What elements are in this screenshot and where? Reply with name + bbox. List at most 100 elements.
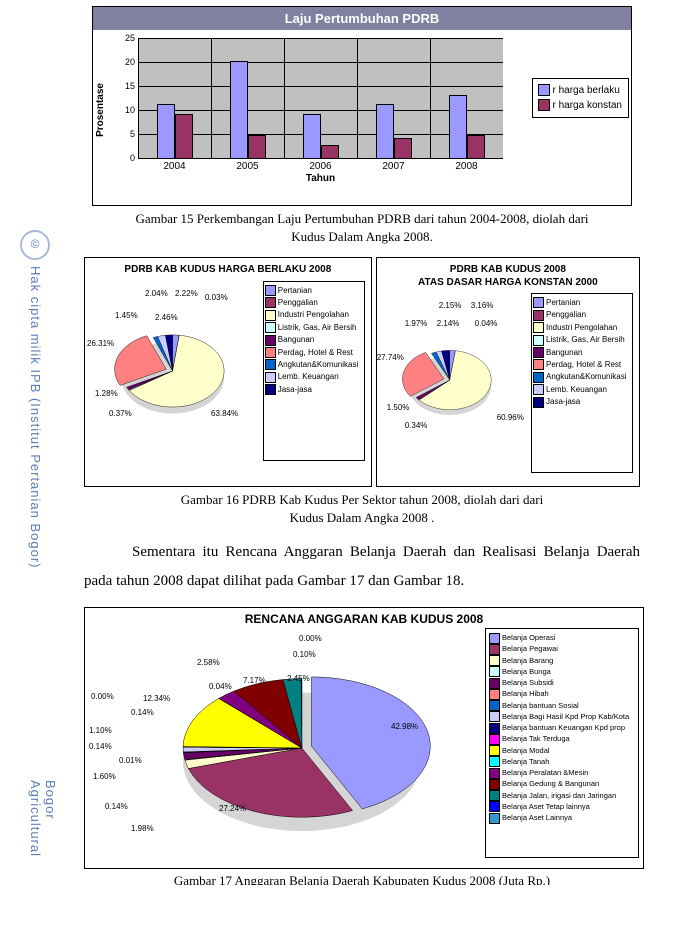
pie-slice-label: 26.31% — [87, 339, 114, 348]
legend-item: Listrik, Gas, Air Bersih — [266, 322, 362, 334]
bar-chart-legend: r harga berlakur harga konstan — [532, 78, 630, 118]
pie-chart-anggaran-2008: RENCANA ANGGARAN KAB KUDUS 2008 0.00% 0.1… — [84, 607, 644, 869]
legend-item: Industri Pengolahan — [266, 309, 362, 321]
legend-item: Belanja Pegawai — [490, 643, 634, 654]
pie-slice-label: 1.28% — [95, 389, 118, 398]
legend-item: Perdag, Hotel & Rest — [534, 359, 630, 371]
pie-right-canvas: 2.15%3.16%1.97%2.14%0.04%27.74%1.50%0.34… — [383, 293, 531, 473]
legend-item: Bangunan — [534, 347, 630, 359]
pie-slice-label: 1.50% — [387, 403, 410, 412]
bar-legend-item: r harga berlaku — [539, 83, 623, 98]
legend-item: Belanja Aset Tetap lainnya — [490, 801, 634, 812]
legend-item: Jasa-jasa — [534, 396, 630, 408]
legend-item: Belanja Subsidi — [490, 677, 634, 688]
pie-left-title: PDRB KAB KUDUS HARGA BERLAKU 2008 — [91, 264, 365, 277]
copyright-icon: © — [20, 230, 50, 260]
legend-item: Perdag, Hotel & Rest — [266, 347, 362, 359]
legend-item: Belanja Tanah — [490, 756, 634, 767]
bar-chart-xaxis: 20042005200620072008 — [138, 159, 503, 172]
legend-item: Belanja Barang — [490, 655, 634, 666]
bar-chart-ytick: 10 — [119, 105, 135, 115]
pie-right-legend: PertanianPenggalianIndustri PengolahanLi… — [531, 293, 633, 473]
bar-group — [139, 38, 212, 158]
bar — [322, 146, 338, 158]
legend-item: Pertanian — [534, 297, 630, 309]
bar — [176, 115, 192, 158]
legend-item: Jasa-jasa — [266, 384, 362, 396]
legend-item: Belanja Bunga — [490, 666, 634, 677]
legend-item: Angkutan&Komunikasi — [266, 359, 362, 371]
bar-group — [285, 38, 358, 158]
legend-item: Bangunan — [266, 334, 362, 346]
pie-slice-label: 0.01% — [119, 756, 142, 765]
pie-slice-label: 2.04% — [145, 289, 168, 298]
pie-right-title: PDRB KAB KUDUS 2008 ATAS DASAR HARGA KON… — [383, 264, 633, 289]
legend-item: Belanja Hibah — [490, 688, 634, 699]
bar-chart-ytick: 25 — [119, 33, 135, 43]
bar-chart-xtick: 2006 — [284, 159, 357, 172]
bar-chart-ytick: 15 — [119, 81, 135, 91]
legend-item: Angkutan&Komunikasi — [534, 371, 630, 383]
legend-item: Lemb. Keuangan — [534, 384, 630, 396]
pie-slice-label: 0.10% — [293, 650, 316, 659]
watermark-text-2: Bogor Agricultural — [28, 780, 58, 891]
pie-left-canvas: 2.04%2.22%0.03%1.45%2.46%26.31%1.28%0.37… — [91, 281, 263, 461]
legend-item: Lemb. Keuangan — [266, 371, 362, 383]
pie-slice-label: 2.22% — [175, 289, 198, 298]
legend-item: Belanja Peralatan &Mesin — [490, 767, 634, 778]
legend-item: Listrik, Gas, Air Bersih — [534, 334, 630, 346]
bar — [249, 136, 265, 158]
pie-slice-label: 2.45% — [287, 674, 310, 683]
bar-chart-ylabel: Prosentase — [93, 83, 108, 137]
pie-slice-label: 1.10% — [89, 726, 112, 735]
bar-group — [212, 38, 285, 158]
bar-group — [431, 38, 503, 158]
bar-chart-ytick: 0 — [119, 153, 135, 163]
caption-fig-17: Gambar 17 Anggaran Belanja Daerah Kabupa… — [84, 873, 640, 885]
body-paragraph: Sementara itu Rencana Anggaran Belanja D… — [84, 538, 640, 595]
big-pie-canvas: 0.00%0.10%2.58%7.17%2.45%0.04%12.34%0.00… — [89, 628, 485, 858]
legend-item: Belanja Operasi — [490, 632, 634, 643]
caption-fig-16-line1: Gambar 16 PDRB Kab Kudus Per Sektor tahu… — [181, 492, 544, 507]
legend-item: Pertanian — [266, 285, 362, 297]
bar — [450, 96, 466, 158]
pie-chart-berlaku-2008: PDRB KAB KUDUS HARGA BERLAKU 2008 2.04% 2… — [84, 257, 372, 487]
legend-item: Penggalian — [534, 309, 630, 321]
big-pie-title: RENCANA ANGGARAN KAB KUDUS 2008 — [89, 612, 639, 626]
pie-slice-label: 1.97% — [405, 319, 428, 328]
legend-item: Belanja Bagi Hasil Kpd Prop Kab/Kota — [490, 711, 634, 722]
pie-slice-label: 0.03% — [205, 293, 228, 302]
caption-fig-16-line2: Kudus Dalam Angka 2008 . — [290, 510, 435, 525]
big-pie-legend: Belanja OperasiBelanja PegawaiBelanja Ba… — [485, 628, 639, 858]
legend-item: Industri Pengolahan — [534, 322, 630, 334]
caption-fig-15-line1: Gambar 15 Perkembangan Laju Pertumbuhan … — [135, 211, 588, 226]
pie-slice-label: 42.98% — [391, 722, 418, 731]
pie-slice-label: 63.84% — [211, 409, 238, 418]
bar-chart-ytick: 20 — [119, 57, 135, 67]
legend-item: Belanja Gedung & Bangunan — [490, 778, 634, 789]
bar-chart-laju-pdrb: Laju Pertumbuhan PDRB Prosentase 0 5 10 15 2… — [92, 6, 632, 206]
pie-slice-label: 0.04% — [475, 319, 498, 328]
bar-chart-title: Laju Pertumbuhan PDRB — [93, 7, 631, 30]
pie-slice-label: 2.46% — [155, 313, 178, 322]
bar-chart-xtick: 2005 — [211, 159, 284, 172]
bar — [304, 115, 320, 158]
bar-group — [358, 38, 431, 158]
bar-chart-xlabel: Tahun — [138, 172, 503, 184]
pie-slice-label: 3.16% — [471, 301, 494, 310]
legend-item: Belanja Modal — [490, 745, 634, 756]
pie-slice-label: 0.14% — [89, 742, 112, 751]
pie-slice-label: 27.24% — [219, 804, 246, 813]
pie-slice-label: 1.98% — [131, 824, 154, 833]
pie-slice-label: 60.96% — [497, 413, 524, 422]
bar — [158, 105, 174, 158]
pie-slice-label: 0.34% — [405, 421, 428, 430]
pie-slice-label: 7.17% — [243, 676, 266, 685]
legend-item: Belanja Tak Terduga — [490, 733, 634, 744]
legend-item: Belanja Aset Lainnya — [490, 812, 634, 823]
legend-item: Belanja bantuan Sosial — [490, 700, 634, 711]
bar-chart-ytick: 5 — [119, 129, 135, 139]
legend-item: Belanja bantuan Keuangan Kpd prop — [490, 722, 634, 733]
pie-slice-label: 0.00% — [299, 634, 322, 643]
bar — [377, 105, 393, 158]
